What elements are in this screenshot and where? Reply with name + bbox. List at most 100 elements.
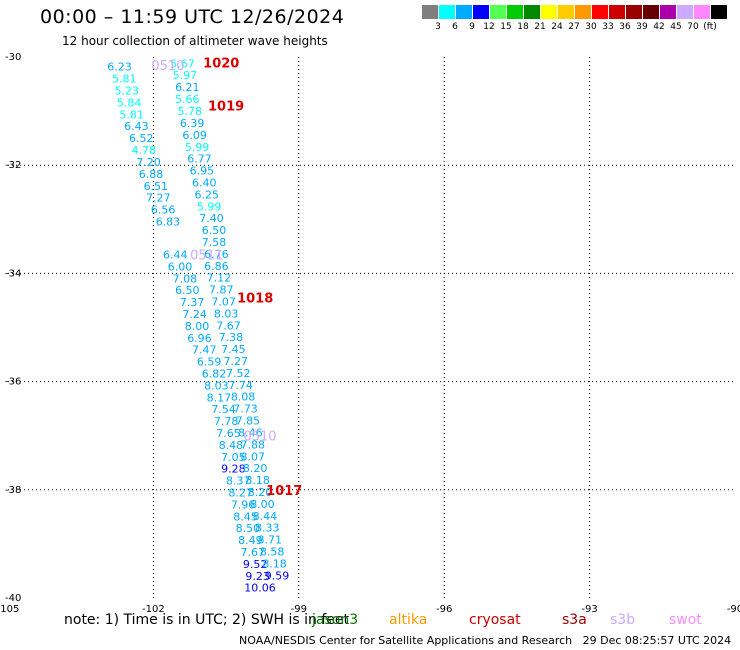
- lon-tick-label: -96: [436, 604, 452, 615]
- legend-label: 9: [469, 22, 475, 32]
- wave-height-label: 8.45: [233, 510, 258, 523]
- lat-tick-label: -36: [5, 377, 21, 388]
- note-text: note: 1) Time is in UTC; 2) SWH is in fe…: [64, 612, 350, 628]
- wave-height-label: 5.84: [117, 96, 142, 109]
- wave-height-label: 7.45: [221, 343, 246, 356]
- legend-swatch: [677, 5, 693, 19]
- legend-swatch: [643, 5, 659, 19]
- legend-swatch: [541, 5, 557, 19]
- wave-height-label: 7.88: [241, 438, 266, 451]
- lat-tick-label: -38: [5, 485, 21, 496]
- wave-height-label: 5.99: [185, 141, 210, 154]
- wave-height-label: 8.18: [262, 557, 287, 570]
- wave-height-label: 6.86: [204, 260, 229, 273]
- wave-height-label: 9.28: [221, 463, 246, 476]
- legend-swatch: [456, 5, 472, 19]
- lat-tick-label: -32: [5, 160, 21, 171]
- wave-height-label: 6.83: [156, 215, 181, 228]
- lat-tick-label: -40: [5, 593, 21, 604]
- track-label: 0511: [190, 248, 223, 263]
- map-title: 00:00 – 11:59 UTC 12/26/2024: [40, 6, 345, 28]
- wave-height-label: 6.96: [187, 332, 212, 345]
- legend-label: 6: [452, 22, 458, 32]
- wave-height-label: 7.78: [214, 415, 239, 428]
- satellite-name: s3b: [610, 612, 636, 628]
- track-label: 0510: [151, 59, 184, 74]
- wave-height-label: 7.27: [146, 192, 171, 205]
- time-label: 1019: [208, 100, 244, 115]
- wave-height-label: 7.24: [182, 308, 207, 321]
- lon-tick-label: -90: [727, 604, 740, 615]
- wave-height-label: 8.50: [236, 522, 261, 535]
- wave-height-label: 8.03: [214, 307, 239, 320]
- legend-swatch: [592, 5, 608, 19]
- legend-label: 3: [435, 22, 441, 32]
- wave-height-label: 7.12: [207, 272, 232, 285]
- wave-height-label: 8.33: [255, 522, 280, 535]
- legend-label: 42: [653, 22, 665, 32]
- satellite-name: altika: [389, 612, 428, 628]
- satellite-name: s3a: [562, 612, 587, 628]
- lon-tick-label: -99: [291, 604, 307, 615]
- wave-height-label: 7.67: [241, 546, 266, 559]
- time-label: 1017: [266, 484, 302, 499]
- satellite-name: jason3: [312, 612, 359, 628]
- legend-label: 27: [568, 22, 580, 32]
- legend-swatch: [711, 5, 727, 19]
- wave-height-label: 8.17: [207, 391, 232, 404]
- wave-height-label: 9.23: [245, 570, 270, 583]
- legend-label: (ft): [703, 22, 717, 32]
- wave-height-label: 6.09: [182, 129, 207, 142]
- wave-height-label: 6.51: [144, 180, 169, 193]
- wave-height-label: 8.08: [231, 391, 256, 404]
- wave-height-label: 6.00: [168, 260, 193, 273]
- lat-tick-label: -30: [5, 52, 21, 63]
- wave-height-label: 7.52: [226, 367, 251, 380]
- wave-height-label: 5.67: [170, 57, 195, 70]
- legend-label: 15: [500, 22, 512, 32]
- wave-height-label: 6.25: [194, 188, 219, 201]
- legend-swatch: [422, 5, 438, 19]
- wave-height-label: 8.46: [238, 426, 263, 439]
- wave-height-label: 7.65: [216, 427, 241, 440]
- wave-height-label: 5.78: [178, 105, 203, 118]
- wave-height-label: 8.37: [226, 475, 251, 488]
- wave-height-label: 7.07: [211, 296, 236, 309]
- legend-label: 21: [534, 22, 546, 32]
- legend-swatch: [660, 5, 676, 19]
- satellite-name: cryosat: [469, 612, 521, 628]
- wave-height-label: 6.44: [163, 248, 188, 261]
- legend-swatch: [558, 5, 574, 19]
- wave-height-label: 8.20: [243, 462, 268, 475]
- satellite-name: swot: [669, 612, 702, 628]
- wave-height-label: 8.44: [253, 510, 278, 523]
- legend-swatch: [626, 5, 642, 19]
- wave-height-label: 6.50: [202, 224, 227, 237]
- wave-height-label: 6.82: [202, 367, 227, 380]
- wave-height-label: 7.20: [136, 156, 161, 169]
- wave-height-label: 6.21: [175, 81, 200, 94]
- wave-height-label: 7.74: [228, 379, 253, 392]
- legend-label: 33: [602, 22, 614, 32]
- wave-height-label: 6.50: [175, 284, 200, 297]
- wave-height-label: 8.48: [219, 439, 244, 452]
- wave-height-label: 7.27: [224, 355, 249, 368]
- wave-height-label: 9.59: [265, 569, 290, 582]
- legend-label: 18: [517, 22, 529, 32]
- wave-height-label: 7.67: [216, 319, 241, 332]
- wave-height-label: 8.18: [245, 474, 270, 487]
- legend-label: 36: [619, 22, 631, 32]
- footer-credit: NOAA/NESDIS Center for Satellite Applica…: [239, 634, 573, 647]
- legend-swatch: [694, 5, 710, 19]
- legend-swatch: [609, 5, 625, 19]
- wave-height-label: 8.03: [204, 379, 229, 392]
- wave-height-label: 6.40: [192, 177, 217, 190]
- legend-swatch: [575, 5, 591, 19]
- legend-label: 39: [636, 22, 648, 32]
- wave-height-label: 7.87: [209, 284, 234, 297]
- wave-height-label: 7.85: [236, 415, 261, 428]
- wave-height-label: 7.58: [202, 236, 227, 249]
- track-label: 0510: [243, 430, 276, 445]
- wave-height-label: 6.95: [190, 165, 215, 178]
